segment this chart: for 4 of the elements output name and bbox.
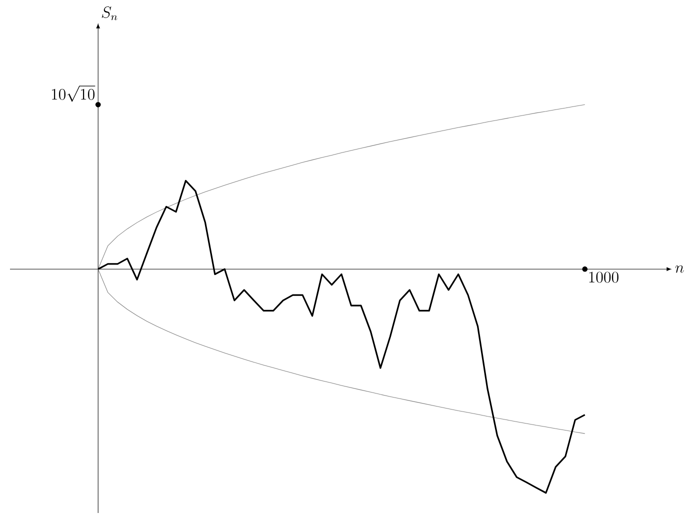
annotation: $1000$ — [589, 272, 618, 283]
text: $10\sqrt{10}$ — [52, 86, 96, 102]
text: $n$ — [675, 266, 684, 273]
text: $S_n$ — [102, 6, 118, 20]
